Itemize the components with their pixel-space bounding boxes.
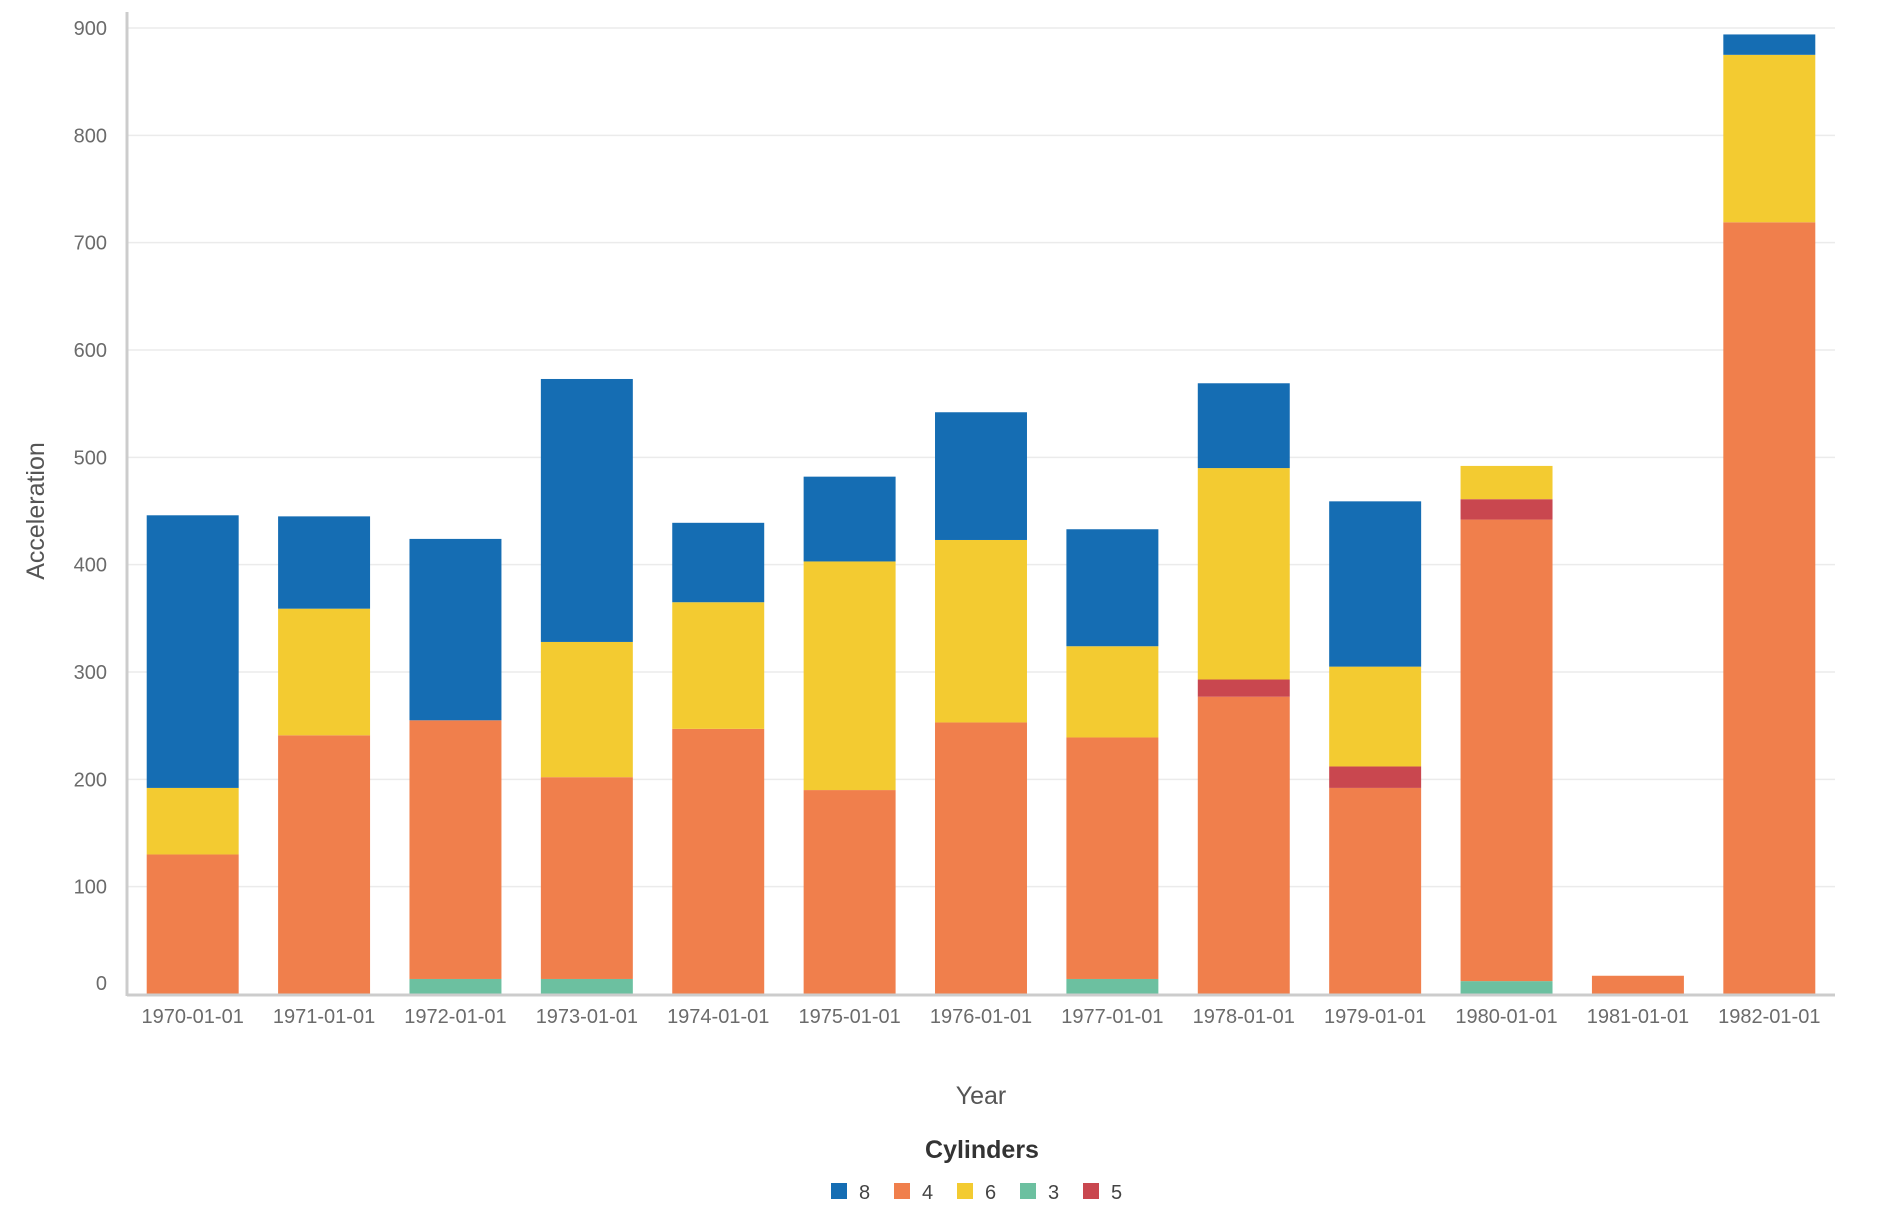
x-tick-label-2: 1972-01-01 xyxy=(404,1006,506,1028)
bar-1977-01-01-cyl-4[interactable] xyxy=(1066,737,1159,979)
bar-1976-01-01-cyl-4[interactable] xyxy=(935,722,1027,994)
legend-swatch-6[interactable] xyxy=(957,1183,973,1199)
bar-1974-01-01-cyl-4[interactable] xyxy=(672,728,765,994)
bar-1972-01-01-cyl-8[interactable] xyxy=(409,538,502,721)
y-tick-label-7: 700 xyxy=(74,233,107,255)
bar-1980-01-01-cyl-6[interactable] xyxy=(1460,465,1553,500)
bar-1982-01-01-cyl-4[interactable] xyxy=(1723,222,1816,995)
bar-1978-01-01-cyl-8[interactable] xyxy=(1197,383,1290,469)
bar-1971-01-01-cyl-6[interactable] xyxy=(278,608,371,736)
x-tick-label-8: 1978-01-01 xyxy=(1193,1006,1295,1028)
bar-1980-01-01-cyl-3[interactable] xyxy=(1460,981,1553,994)
bar-1978-01-01-cyl-4[interactable] xyxy=(1197,696,1290,994)
bar-1978-01-01-cyl-5[interactable] xyxy=(1197,679,1290,697)
y-tick-label-1: 100 xyxy=(74,877,107,899)
bar-1976-01-01-cyl-8[interactable] xyxy=(935,412,1027,540)
bar-1977-01-01-cyl-6[interactable] xyxy=(1066,646,1159,738)
bar-1973-01-01-cyl-3[interactable] xyxy=(540,978,633,994)
bar-1975-01-01-cyl-8[interactable] xyxy=(803,476,896,562)
bar-1971-01-01-cyl-8[interactable] xyxy=(278,516,371,609)
bar-1977-01-01-cyl-8[interactable] xyxy=(1066,529,1159,647)
y-tick-label-0: 0 xyxy=(96,973,107,995)
x-tick-label-4: 1974-01-01 xyxy=(667,1006,769,1028)
y-tick-label-5: 500 xyxy=(74,447,107,469)
bar-1971-01-01-cyl-4[interactable] xyxy=(278,735,371,994)
x-tick-label-6: 1976-01-01 xyxy=(930,1006,1032,1028)
y-tick-labels: 0 100 200 300 400 500 600 700 800 900 xyxy=(74,18,107,995)
bar-1977-01-01-cyl-3[interactable] xyxy=(1066,978,1159,994)
bar-1975-01-01-cyl-4[interactable] xyxy=(803,790,896,994)
y-tick-label-8: 800 xyxy=(74,125,107,147)
bar-1973-01-01-cyl-8[interactable] xyxy=(540,378,633,642)
bar-1980-01-01-cyl-5[interactable] xyxy=(1460,499,1553,520)
x-tick-labels: 1970-01-01 1971-01-01 1972-01-01 1973-01-01… xyxy=(142,1006,1821,1028)
bar-1973-01-01-cyl-4[interactable] xyxy=(540,777,633,979)
bar-1979-01-01-cyl-5[interactable] xyxy=(1329,766,1422,788)
x-tick-label-9: 1979-01-01 xyxy=(1324,1006,1426,1028)
x-tick-label-7: 1977-01-01 xyxy=(1061,1006,1163,1028)
x-tick-label-3: 1973-01-01 xyxy=(536,1006,638,1028)
bar-1970-01-01-cyl-4[interactable] xyxy=(146,854,239,994)
y-tick-label-9: 900 xyxy=(74,18,107,40)
bar-1970-01-01-cyl-8[interactable] xyxy=(146,515,239,788)
x-axis-title: Year xyxy=(956,1082,1007,1110)
bar-1975-01-01-cyl-6[interactable] xyxy=(803,561,896,791)
x-tick-label-10: 1980-01-01 xyxy=(1455,1006,1557,1028)
bar-1979-01-01-cyl-8[interactable] xyxy=(1329,501,1422,667)
y-tick-label-4: 400 xyxy=(74,555,107,577)
bar-1980-01-01-cyl-4[interactable] xyxy=(1460,519,1553,982)
legend-label-3[interactable]: 3 xyxy=(1048,1182,1059,1204)
y-axis-title: Acceleration xyxy=(22,442,50,580)
legend-title: Cylinders xyxy=(925,1136,1039,1164)
y-tick-label-6: 600 xyxy=(74,340,107,362)
x-tick-label-12: 1982-01-01 xyxy=(1718,1006,1820,1028)
bar-1982-01-01-cyl-8[interactable] xyxy=(1723,34,1816,55)
bar-1972-01-01-cyl-3[interactable] xyxy=(409,978,502,994)
bar-1979-01-01-cyl-4[interactable] xyxy=(1329,787,1422,994)
y-tick-label-3: 300 xyxy=(74,662,107,684)
legend: 8 4 6 3 5 xyxy=(831,1182,1122,1204)
legend-swatch-4[interactable] xyxy=(894,1183,910,1199)
bar-1976-01-01-cyl-6[interactable] xyxy=(935,539,1027,723)
bar-1979-01-01-cyl-6[interactable] xyxy=(1329,666,1422,767)
x-tick-label-5: 1975-01-01 xyxy=(798,1006,900,1028)
x-tick-label-1: 1971-01-01 xyxy=(273,1006,375,1028)
legend-swatch-5[interactable] xyxy=(1083,1183,1099,1199)
x-tick-label-11: 1981-01-01 xyxy=(1587,1006,1689,1028)
bar-1974-01-01-cyl-6[interactable] xyxy=(672,602,765,729)
x-tick-label-0: 1970-01-01 xyxy=(142,1006,244,1028)
legend-label-8[interactable]: 8 xyxy=(859,1182,870,1204)
bar-1973-01-01-cyl-6[interactable] xyxy=(540,641,633,778)
bar-1970-01-01-cyl-6[interactable] xyxy=(146,787,239,855)
legend-swatch-8[interactable] xyxy=(831,1183,847,1199)
legend-label-6[interactable]: 6 xyxy=(985,1182,996,1204)
y-tick-label-2: 200 xyxy=(74,769,107,791)
bar-1972-01-01-cyl-4[interactable] xyxy=(409,720,502,979)
legend-swatch-3[interactable] xyxy=(1020,1183,1036,1199)
bar-1974-01-01-cyl-8[interactable] xyxy=(672,522,765,603)
bar-1982-01-01-cyl-6[interactable] xyxy=(1723,54,1816,223)
legend-label-5[interactable]: 5 xyxy=(1111,1182,1122,1204)
bars xyxy=(146,34,1816,995)
bar-1978-01-01-cyl-6[interactable] xyxy=(1197,468,1290,680)
bar-1981-01-01-cyl-4[interactable] xyxy=(1591,975,1684,994)
legend-label-4[interactable]: 4 xyxy=(922,1182,933,1204)
axes xyxy=(125,12,1835,997)
